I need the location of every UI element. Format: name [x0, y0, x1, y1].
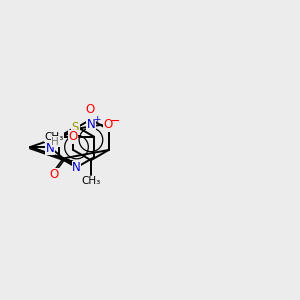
- Text: N: N: [46, 142, 55, 155]
- Text: S: S: [72, 121, 79, 134]
- Text: CH₃: CH₃: [81, 176, 101, 186]
- Text: N: N: [72, 161, 81, 174]
- Text: −: −: [110, 115, 120, 128]
- Text: O: O: [50, 168, 59, 182]
- Text: N: N: [87, 118, 96, 131]
- Text: CH₃: CH₃: [44, 132, 64, 142]
- Text: +: +: [93, 116, 100, 124]
- Text: H: H: [51, 136, 59, 147]
- Text: O: O: [85, 103, 94, 116]
- Text: O: O: [68, 130, 78, 143]
- Text: O: O: [104, 118, 113, 131]
